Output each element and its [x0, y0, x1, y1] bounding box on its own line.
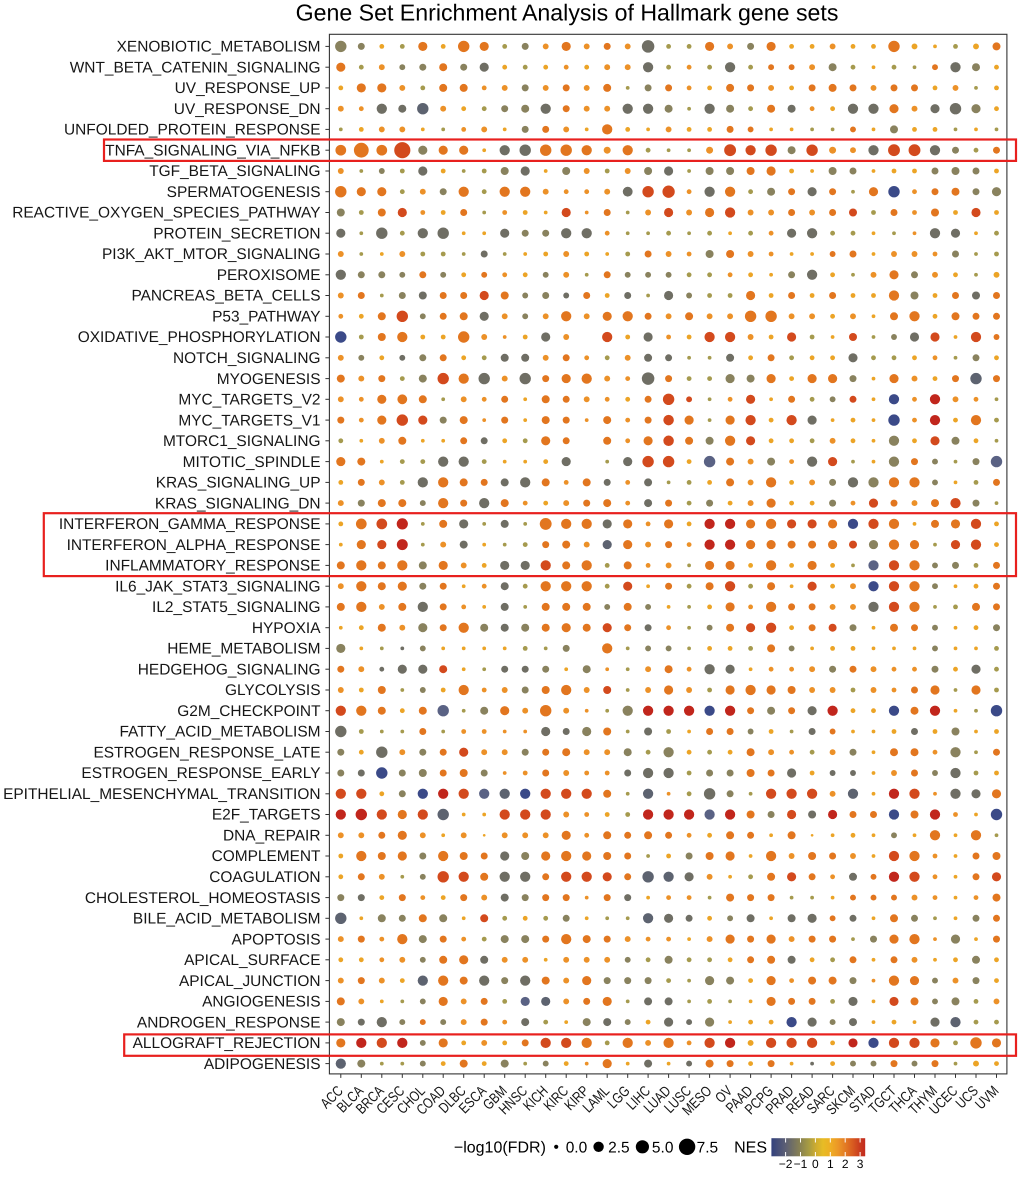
svg-text:FATTY_ACID_METABOLISM: FATTY_ACID_METABOLISM: [119, 724, 320, 741]
svg-text:ADIPOGENESIS: ADIPOGENESIS: [204, 1056, 321, 1073]
svg-text:UNFOLDED_PROTEIN_RESPONSE: UNFOLDED_PROTEIN_RESPONSE: [64, 122, 321, 139]
svg-text:SPERMATOGENESIS: SPERMATOGENESIS: [167, 184, 321, 201]
svg-text:ESTROGEN_RESPONSE_LATE: ESTROGEN_RESPONSE_LATE: [93, 744, 320, 761]
svg-text:REACTIVE_OXYGEN_SPECIES_PATHWA: REACTIVE_OXYGEN_SPECIES_PATHWAY: [12, 205, 320, 222]
svg-text:IL2_STAT5_SIGNALING: IL2_STAT5_SIGNALING: [152, 599, 320, 616]
svg-text:Gene Set Enrichment Analysis o: Gene Set Enrichment Analysis of Hallmark…: [296, 0, 839, 26]
svg-text:DNA_REPAIR: DNA_REPAIR: [223, 828, 321, 845]
svg-text:3: 3: [857, 1157, 864, 1171]
svg-text:MYC_TARGETS_V2: MYC_TARGETS_V2: [178, 392, 320, 409]
svg-text:CHOLESTEROL_HOMEOSTASIS: CHOLESTEROL_HOMEOSTASIS: [85, 890, 321, 907]
svg-text:WNT_BETA_CATENIN_SIGNALING: WNT_BETA_CATENIN_SIGNALING: [70, 59, 321, 76]
svg-text:−log10(FDR): −log10(FDR): [454, 1139, 546, 1156]
svg-text:2: 2: [842, 1157, 849, 1171]
svg-text:1: 1: [827, 1157, 834, 1171]
svg-text:OXIDATIVE_PHOSPHORYLATION: OXIDATIVE_PHOSPHORYLATION: [78, 329, 321, 346]
svg-text:PANCREAS_BETA_CELLS: PANCREAS_BETA_CELLS: [131, 288, 320, 305]
svg-text:COAGULATION: COAGULATION: [209, 869, 320, 886]
svg-text:APOPTOSIS: APOPTOSIS: [232, 931, 321, 948]
svg-text:UV_RESPONSE_UP: UV_RESPONSE_UP: [175, 80, 321, 97]
svg-text:TNFA_SIGNALING_VIA_NFKB: TNFA_SIGNALING_VIA_NFKB: [105, 142, 320, 159]
svg-text:NES: NES: [734, 1139, 767, 1156]
svg-text:BILE_ACID_METABOLISM: BILE_ACID_METABOLISM: [133, 911, 321, 928]
svg-text:7.5: 7.5: [697, 1139, 719, 1156]
svg-text:HYPOXIA: HYPOXIA: [252, 620, 321, 637]
svg-text:PEROXISOME: PEROXISOME: [217, 267, 321, 284]
svg-text:TGF_BETA_SIGNALING: TGF_BETA_SIGNALING: [149, 163, 320, 180]
svg-text:KRAS_SIGNALING_DN: KRAS_SIGNALING_DN: [155, 495, 321, 512]
svg-text:INFLAMMATORY_RESPONSE: INFLAMMATORY_RESPONSE: [105, 558, 320, 575]
svg-text:PI3K_AKT_MTOR_SIGNALING: PI3K_AKT_MTOR_SIGNALING: [102, 246, 320, 263]
svg-text:E2F_TARGETS: E2F_TARGETS: [212, 807, 321, 824]
svg-text:GLYCOLYSIS: GLYCOLYSIS: [225, 682, 321, 699]
svg-text:HEME_METABOLISM: HEME_METABOLISM: [167, 641, 320, 658]
svg-text:APICAL_JUNCTION: APICAL_JUNCTION: [179, 973, 321, 990]
svg-text:2.5: 2.5: [608, 1139, 630, 1156]
svg-text:PROTEIN_SECRETION: PROTEIN_SECRETION: [153, 225, 320, 242]
svg-text:−2: −2: [779, 1157, 793, 1171]
svg-text:INTERFERON_ALPHA_RESPONSE: INTERFERON_ALPHA_RESPONSE: [67, 537, 321, 554]
svg-text:COMPLEMENT: COMPLEMENT: [212, 848, 321, 865]
svg-text:G2M_CHECKPOINT: G2M_CHECKPOINT: [177, 703, 321, 720]
svg-text:XENOBIOTIC_METABOLISM: XENOBIOTIC_METABOLISM: [117, 39, 321, 56]
svg-text:MYC_TARGETS_V1: MYC_TARGETS_V1: [178, 412, 320, 429]
svg-text:5.0: 5.0: [652, 1139, 674, 1156]
svg-text:ANDROGEN_RESPONSE: ANDROGEN_RESPONSE: [137, 1014, 321, 1031]
svg-text:IL6_JAK_STAT3_SIGNALING: IL6_JAK_STAT3_SIGNALING: [115, 578, 320, 595]
svg-text:ANGIOGENESIS: ANGIOGENESIS: [202, 994, 320, 1011]
svg-text:EPITHELIAL_MESENCHYMAL_TRANSIT: EPITHELIAL_MESENCHYMAL_TRANSITION: [3, 786, 320, 803]
svg-text:−1: −1: [794, 1157, 808, 1171]
svg-text:NOTCH_SIGNALING: NOTCH_SIGNALING: [173, 350, 321, 367]
svg-text:ALLOGRAFT_REJECTION: ALLOGRAFT_REJECTION: [133, 1035, 321, 1052]
svg-text:MYOGENESIS: MYOGENESIS: [217, 371, 321, 388]
svg-text:APICAL_SURFACE: APICAL_SURFACE: [184, 952, 320, 969]
svg-text:KRAS_SIGNALING_UP: KRAS_SIGNALING_UP: [156, 475, 321, 492]
svg-text:MTORC1_SIGNALING: MTORC1_SIGNALING: [163, 433, 321, 450]
svg-text:0: 0: [812, 1157, 819, 1171]
svg-text:ESTROGEN_RESPONSE_EARLY: ESTROGEN_RESPONSE_EARLY: [81, 765, 320, 782]
svg-text:HEDGEHOG_SIGNALING: HEDGEHOG_SIGNALING: [138, 661, 321, 678]
svg-text:INTERFERON_GAMMA_RESPONSE: INTERFERON_GAMMA_RESPONSE: [59, 516, 321, 533]
svg-text:P53_PATHWAY: P53_PATHWAY: [212, 309, 320, 326]
svg-text:0.0: 0.0: [566, 1139, 588, 1156]
svg-text:MITOTIC_SPINDLE: MITOTIC_SPINDLE: [183, 454, 321, 471]
svg-text:UV_RESPONSE_DN: UV_RESPONSE_DN: [174, 101, 321, 118]
